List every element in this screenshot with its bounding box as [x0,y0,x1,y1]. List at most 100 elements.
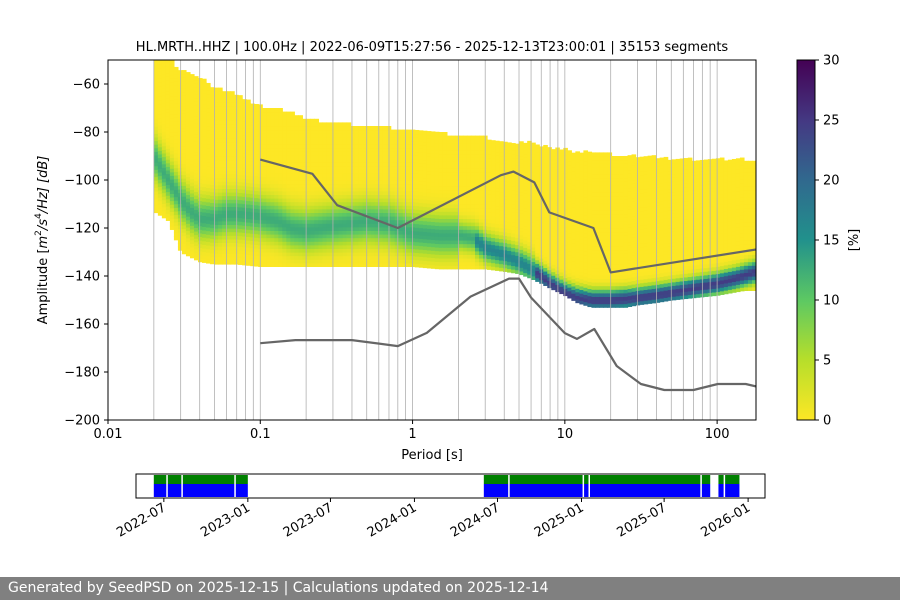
density-cell [218,188,223,193]
density-cell [442,132,448,137]
density-cell [495,187,500,192]
density-cell [551,167,556,172]
density-cell [374,136,380,141]
density-cell [563,227,568,232]
density-cell [161,70,167,75]
density-cell [603,249,609,254]
density-cell [161,77,167,82]
density-cell [362,144,368,149]
density-cell [326,194,332,199]
density-cell [458,261,464,266]
density-cell [378,201,384,206]
density-cell [378,259,384,264]
density-cell [177,142,183,147]
density-cell [446,240,452,245]
density-cell [390,133,396,138]
density-cell [334,129,340,134]
density-cell [631,186,637,191]
density-cell [157,81,163,87]
density-cell [615,177,621,182]
density-cell [495,234,500,239]
density-cell [286,223,291,228]
density-cell [250,258,255,263]
density-cell [603,296,609,301]
density-cell [579,282,584,287]
density-cell [571,170,576,175]
density-cell [446,214,452,219]
density-cell [559,160,564,165]
density-cell [579,199,584,204]
density-cell [631,197,637,202]
density-cell [262,133,267,138]
density-cell [169,171,175,176]
density-cell [507,225,512,230]
density-cell [242,243,247,248]
density-cell [274,219,279,224]
density-cell [202,157,207,163]
density-cell [193,140,199,146]
density-cell [402,172,408,177]
density-cell [434,138,440,144]
density-cell [583,182,588,187]
density-cell [322,180,328,185]
density-cell [218,105,223,110]
density-cell [306,151,311,156]
density-cell [326,129,332,134]
density-cell [442,258,448,263]
density-cell [466,218,472,223]
density-cell [354,183,360,188]
density-cell [567,164,572,169]
density-cell [181,113,187,118]
density-cell [595,152,601,157]
density-cell [378,187,384,192]
density-cell [218,202,223,207]
density-cell [587,270,593,275]
density-cell [619,156,625,161]
density-cell [274,111,279,116]
density-cell [246,121,251,126]
density-cell [370,180,376,185]
density-cell [366,237,372,242]
density-cell [161,170,167,176]
density-cell [575,237,580,242]
density-cell [559,178,564,183]
density-cell [583,279,588,285]
density-cell [230,159,235,164]
density-cell [246,113,251,119]
density-cell [262,140,267,145]
density-cell [619,296,625,301]
density-cell [623,217,629,222]
density-cell [627,209,633,214]
density-cell [567,197,572,202]
density-cell [547,197,552,202]
density-cell [294,216,299,221]
density-cell [374,244,380,249]
density-cell [591,220,597,225]
density-cell [254,219,259,224]
density-cell [242,138,247,143]
density-cell [326,208,332,213]
density-cell [294,158,299,163]
density-cell [250,233,255,238]
density-cell [599,228,605,233]
density-cell [206,140,211,145]
density-cell [165,79,171,85]
density-cell [507,199,512,205]
density-cell [306,198,311,203]
density-cell [434,192,440,198]
density-cell [462,247,468,252]
density-cell [547,215,552,220]
density-cell [169,70,175,76]
density-cell [583,265,588,270]
density-cell [306,144,311,149]
density-cell [579,188,584,193]
density-cell [193,148,199,153]
density-cell [531,196,536,201]
density-cell [587,191,593,196]
density-cell [495,255,500,261]
density-cell [579,278,584,283]
density-cell [262,194,267,199]
density-cell [266,208,271,213]
density-cell [551,228,556,233]
density-cell [402,158,408,163]
